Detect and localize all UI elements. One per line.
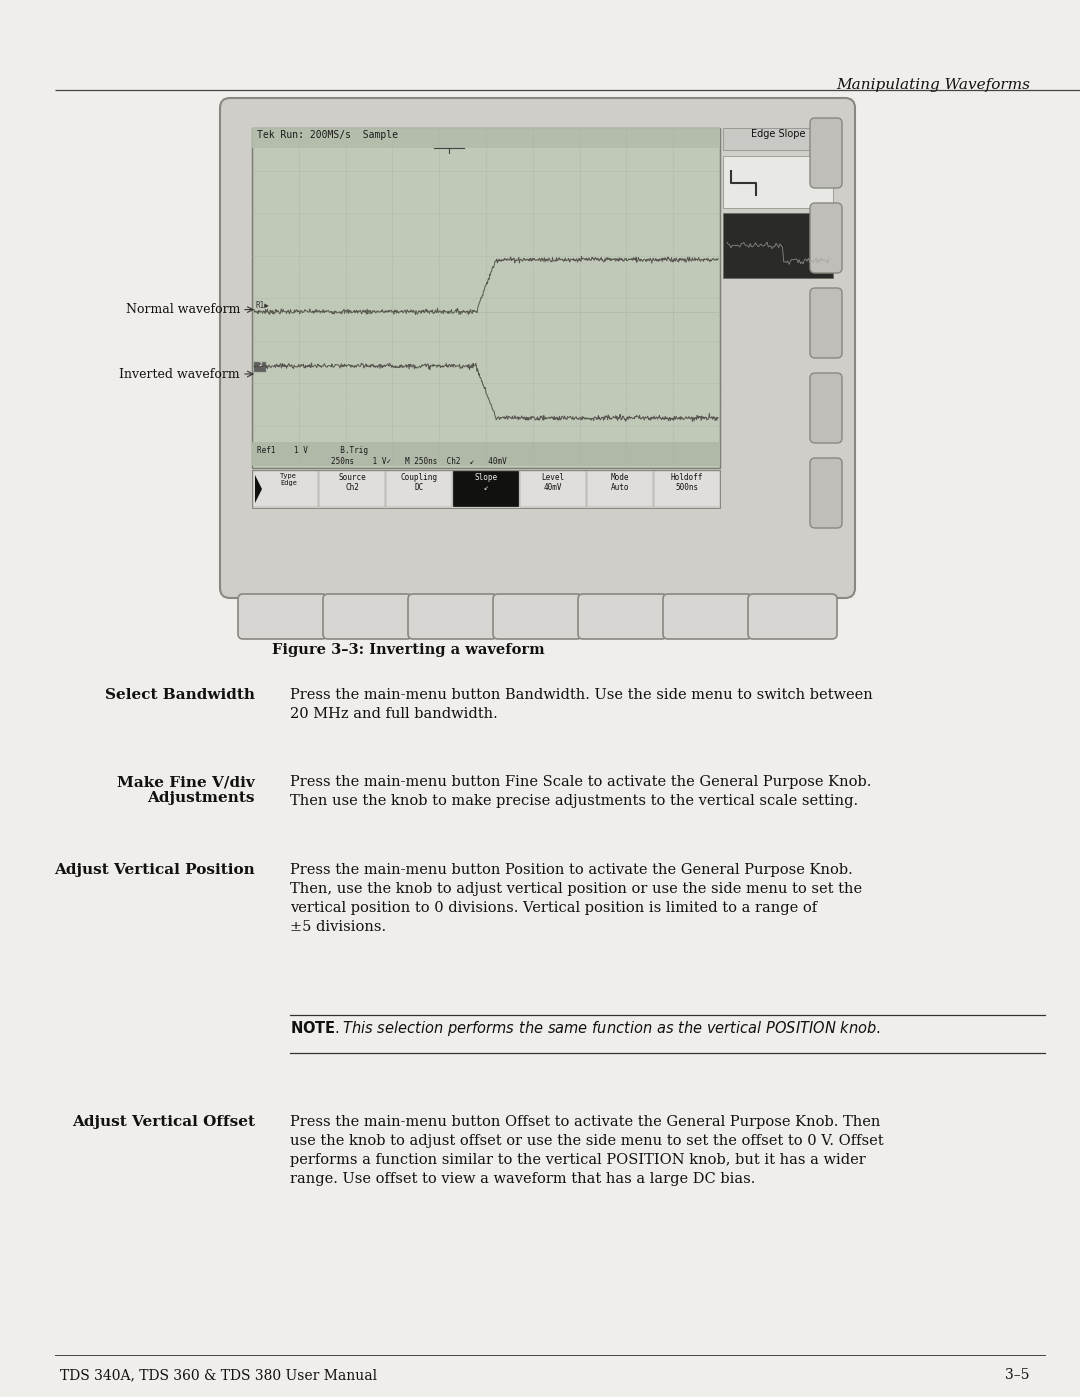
FancyBboxPatch shape — [748, 594, 837, 638]
Bar — [519, 471, 585, 507]
FancyBboxPatch shape — [238, 594, 327, 638]
Text: Adjust Vertical Offset: Adjust Vertical Offset — [72, 1115, 255, 1129]
Text: Make Fine V/div
Adjustments: Make Fine V/div Adjustments — [118, 775, 255, 805]
Text: Figure 3–3: Inverting a waveform: Figure 3–3: Inverting a waveform — [272, 643, 544, 657]
Text: Adjust Vertical Position: Adjust Vertical Position — [54, 863, 255, 877]
Bar — [387, 471, 453, 507]
Text: Press the main-menu button Position to activate the General Purpose Knob.
Then, : Press the main-menu button Position to a… — [291, 863, 862, 933]
Bar — [723, 212, 833, 278]
FancyBboxPatch shape — [810, 373, 842, 443]
Text: Slope
↙: Slope ↙ — [474, 474, 498, 492]
Bar — [723, 156, 833, 208]
Polygon shape — [255, 475, 262, 503]
Bar — [454, 471, 518, 507]
Text: Tek Run: 200MS/s  Sample: Tek Run: 200MS/s Sample — [257, 130, 399, 140]
FancyBboxPatch shape — [492, 594, 582, 638]
Bar — [252, 441, 720, 467]
Text: Level
40mV: Level 40mV — [541, 474, 565, 492]
Text: Holdoff
500ns: Holdoff 500ns — [671, 474, 703, 492]
Text: 3–5: 3–5 — [1005, 1368, 1030, 1382]
Bar — [252, 129, 720, 468]
Bar — [586, 471, 652, 507]
Text: Normal waveform: Normal waveform — [125, 303, 240, 316]
Text: Edge Slope: Edge Slope — [751, 129, 806, 138]
Text: 2: 2 — [258, 362, 261, 367]
Bar — [723, 129, 833, 149]
Text: Press the main-menu button Offset to activate the General Purpose Knob. Then
use: Press the main-menu button Offset to act… — [291, 1115, 883, 1186]
Text: $\mathbf{NOTE}$$\mathit{. This\ selection\ performs\ the\ same\ function\ as\ th: $\mathbf{NOTE}$$\mathit{. This\ selectio… — [291, 1018, 881, 1038]
FancyBboxPatch shape — [810, 288, 842, 358]
Bar — [252, 469, 720, 509]
FancyBboxPatch shape — [408, 594, 497, 638]
Bar — [653, 471, 719, 507]
Text: TDS 340A, TDS 360 & TDS 380 User Manual: TDS 340A, TDS 360 & TDS 380 User Manual — [60, 1368, 377, 1382]
Bar — [254, 362, 266, 372]
Text: Inverted waveform: Inverted waveform — [120, 367, 240, 380]
Text: R1▶: R1▶ — [256, 300, 270, 310]
FancyBboxPatch shape — [810, 203, 842, 272]
FancyBboxPatch shape — [578, 594, 667, 638]
Text: Source
Ch2: Source Ch2 — [338, 474, 366, 492]
Bar — [253, 471, 319, 507]
Text: Ref1    1 V       B.Trig
                250ns    1 V✓   M 250ns  Ch2  ↙   40mV: Ref1 1 V B.Trig 250ns 1 V✓ M 250ns Ch2 ↙… — [257, 446, 507, 467]
Bar — [252, 129, 720, 148]
FancyBboxPatch shape — [663, 594, 752, 638]
Bar — [320, 471, 386, 507]
Text: Manipulating Waveforms: Manipulating Waveforms — [836, 78, 1030, 92]
Text: Type
Edge: Type Edge — [280, 474, 297, 486]
Text: Coupling
DC: Coupling DC — [401, 474, 437, 492]
FancyBboxPatch shape — [810, 117, 842, 189]
Text: Press the main-menu button Bandwidth. Use the side menu to switch between
20 MHz: Press the main-menu button Bandwidth. Us… — [291, 687, 873, 721]
FancyBboxPatch shape — [323, 594, 411, 638]
Text: Mode
Auto: Mode Auto — [610, 474, 629, 492]
Text: Press the main-menu button Fine Scale to activate the General Purpose Knob.
Then: Press the main-menu button Fine Scale to… — [291, 775, 872, 807]
FancyBboxPatch shape — [810, 458, 842, 528]
Text: Select Bandwidth: Select Bandwidth — [105, 687, 255, 703]
FancyBboxPatch shape — [220, 98, 855, 598]
